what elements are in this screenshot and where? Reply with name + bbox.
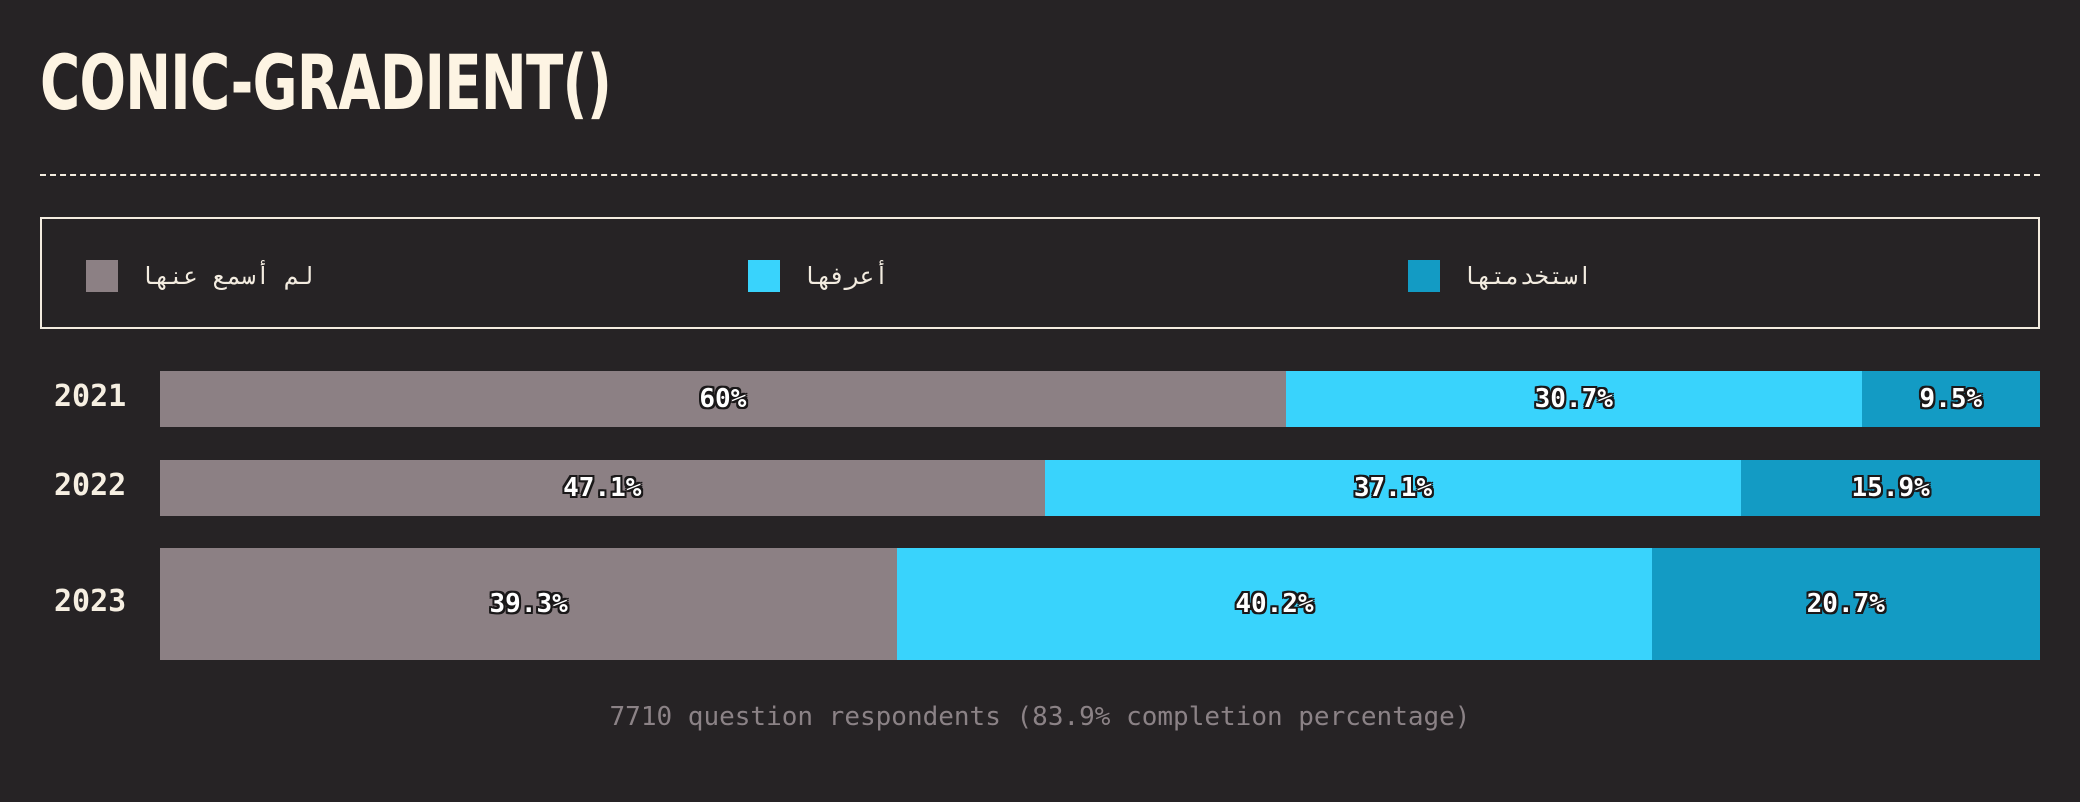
title-divider bbox=[40, 174, 2040, 176]
bar-segment-used-2023: 20.7% bbox=[1651, 548, 2040, 660]
year-label-2022: 2022 bbox=[54, 468, 127, 503]
legend-label-used: استخدمتها bbox=[1462, 262, 1593, 290]
bar-segment-not-heard-2022: 47.1% bbox=[160, 460, 1045, 516]
data-label-know-2022: 37.1% bbox=[1353, 473, 1433, 503]
bar-segment-know-2023: 40.2% bbox=[897, 548, 1652, 660]
legend-label-know: أعرفها bbox=[802, 262, 889, 290]
stacked-bar-2021: 60% 30.7% 9.5% bbox=[160, 371, 2040, 427]
data-label-used-2022: 15.9% bbox=[1851, 473, 1930, 503]
chart-title: CONIC-GRADIENT() bbox=[40, 38, 612, 127]
bar-row-2021: 2021 60% 30.7% 9.5% bbox=[0, 371, 2080, 427]
bar-segment-used-2022: 15.9% bbox=[1741, 460, 2040, 516]
legend-item-not-heard: لم أسمع عنها bbox=[86, 260, 313, 292]
data-label-not-heard-2023: 39.3% bbox=[489, 589, 568, 619]
data-label-used-2021: 9.5% bbox=[1919, 384, 1983, 414]
bar-row-2022: 2022 47.1% 37.1% 15.9% bbox=[0, 460, 2080, 516]
legend-item-know: أعرفها bbox=[748, 260, 889, 292]
data-label-know-2023: 40.2% bbox=[1235, 589, 1314, 619]
legend-swatch-know bbox=[748, 260, 780, 292]
data-label-used-2023: 20.7% bbox=[1806, 589, 1885, 619]
bar-segment-know-2021: 30.7% bbox=[1285, 371, 1862, 427]
stacked-bar-2023: 39.3% 40.2% 20.7% bbox=[160, 548, 2040, 660]
year-label-2023: 2023 bbox=[54, 584, 127, 619]
data-label-not-heard-2021: 60% bbox=[699, 384, 747, 414]
bar-segment-used-2021: 9.5% bbox=[1861, 371, 2040, 427]
stacked-bar-2022: 47.1% 37.1% 15.9% bbox=[160, 460, 2040, 516]
data-label-know-2021: 30.7% bbox=[1534, 384, 1613, 414]
bar-segment-know-2022: 37.1% bbox=[1044, 460, 1742, 516]
data-label-not-heard-2022: 47.1% bbox=[563, 473, 642, 503]
year-label-2021: 2021 bbox=[54, 379, 127, 414]
legend-swatch-used bbox=[1408, 260, 1440, 292]
legend: لم أسمع عنها أعرفها استخدمتها bbox=[40, 217, 2040, 329]
legend-swatch-not-heard bbox=[86, 260, 118, 292]
footnote: 7710 question respondents (83.9% complet… bbox=[609, 702, 1471, 732]
bar-row-2023: 2023 39.3% 40.2% 20.7% bbox=[0, 548, 2080, 660]
bar-segment-not-heard-2023: 39.3% bbox=[160, 548, 898, 660]
bar-segment-not-heard-2021: 60% bbox=[160, 371, 1286, 427]
legend-label-not-heard: لم أسمع عنها bbox=[140, 262, 314, 290]
legend-item-used: استخدمتها bbox=[1408, 260, 1592, 292]
